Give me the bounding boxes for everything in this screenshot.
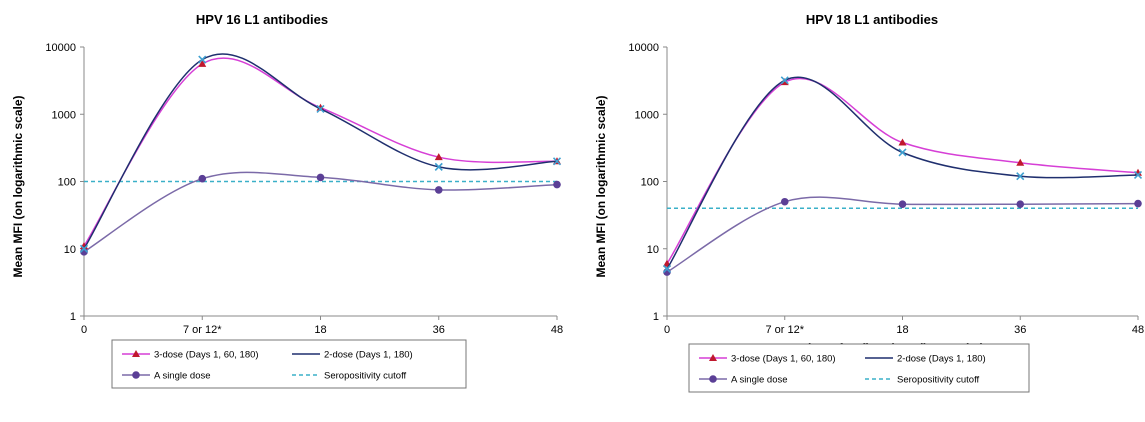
series-2-point-2 [198,55,207,64]
series-2-point-3 [316,104,325,113]
legend-label: 3-dose (Days 1, 60, 180) [154,350,259,361]
y-axis-label: Mean MFI (on logarithmic scale) [11,95,25,277]
x-tick-label: 48 [1132,324,1144,336]
series-1-point-3 [898,138,907,146]
series-3-point-3 [898,200,907,208]
y-tick-label: 1000 [635,109,659,121]
series-1-point-4 [434,153,443,161]
chart-legend: 3-dose (Days 1, 60, 180) 2-dose (Days 1, … [111,339,467,389]
series-2-point-1-stroke-b [662,264,672,274]
series-2-point-2-stroke-b [780,76,789,85]
legend-label: A single dose [154,371,211,382]
x-tick-label: 7 or 12* [765,324,804,336]
legend-label: 2-dose (Days 1, 180) [897,354,986,365]
series-3-point-5 [553,180,561,189]
chart-title: HPV 18 L1 antibodies [806,12,938,27]
x-tick-label: 0 [664,324,670,336]
series-2-point-5 [1133,170,1143,180]
series-2-point-1 [662,264,672,274]
series-3-point-2 [780,197,789,206]
series-2-point-2 [780,76,789,85]
y-tick-label: 10000 [628,42,659,54]
series-line-2 [83,53,558,250]
legend-swatch-marker [709,354,717,361]
series-2-point-5-stroke-b [552,157,562,166]
series-2-point-3 [898,148,907,157]
y-axis-label: Mean MFI (on logarithmic scale) [594,95,608,277]
chart-panel-1: HPV 16 L1 antibodies 1 10 100 1000 10000 0 7 or… [11,12,563,389]
series-1-point-2 [780,78,789,86]
series-2-point-1 [79,244,89,253]
x-tick-label: 7 or 12* [183,324,222,336]
series-2-point-1-stroke-b [79,244,89,253]
series-2-point-3-stroke-b [316,104,325,113]
series-3-point-4 [434,186,443,194]
series-2-point-5-stroke-b [1133,170,1143,180]
series-line-1 [83,57,558,247]
series-2-point-4-stroke-b [1016,172,1025,181]
chart-panel-2: HPV 18 L1 antibodies 1 10 100 1000 10000 0 7 or… [594,12,1144,393]
legend-label: A single dose [731,375,788,386]
series-3-point-2 [198,174,207,183]
series-line-1 [666,77,1139,265]
legend-swatch-marker [132,350,140,357]
series-2-point-4 [434,162,443,171]
series-2-point-4 [1016,172,1025,181]
x-tick-label: 18 [896,324,908,336]
legend-box [688,343,1030,393]
legend-swatch-marker [132,371,140,379]
series-line-3 [83,171,558,253]
x-tick-label: 36 [1014,324,1026,336]
series-1-point-4 [1016,158,1025,166]
series-line-2 [666,76,1139,270]
series-1-point-3 [316,103,325,111]
y-tick-label: 1 [653,311,659,323]
x-tick-label: 0 [81,324,87,336]
y-tick-label: 10000 [45,42,76,54]
legend-swatch-marker [709,375,717,383]
series-1-point-2 [198,59,207,67]
series-3-point-3 [316,173,325,182]
legend-label: Seropositivity cutoff [324,371,407,382]
series-3-point-5 [1134,199,1142,208]
y-tick-label: 100 [641,177,659,189]
y-tick-label: 100 [58,177,76,189]
series-2-point-2-stroke-b [198,55,207,64]
legend-box [111,339,467,389]
y-tick-label: 10 [647,244,659,256]
chart-title: HPV 16 L1 antibodies [196,12,328,27]
series-2-point-4-stroke-b [434,162,443,171]
chart-legend: 3-dose (Days 1, 60, 180) 2-dose (Days 1, … [688,343,1030,393]
y-tick-label: 1 [70,311,76,323]
x-tick-label: 36 [433,324,445,336]
y-tick-label: 10 [64,244,76,256]
legend-label: 2-dose (Days 1, 180) [324,350,413,361]
series-2-point-5 [552,157,562,166]
x-tick-label: 48 [551,324,563,336]
series-3-point-4 [1016,200,1025,208]
legend-label: 3-dose (Days 1, 60, 180) [731,354,836,365]
y-tick-label: 1000 [52,109,76,121]
x-tick-label: 18 [314,324,326,336]
series-2-point-3-stroke-b [898,148,907,157]
legend-label: Seropositivity cutoff [897,375,980,386]
